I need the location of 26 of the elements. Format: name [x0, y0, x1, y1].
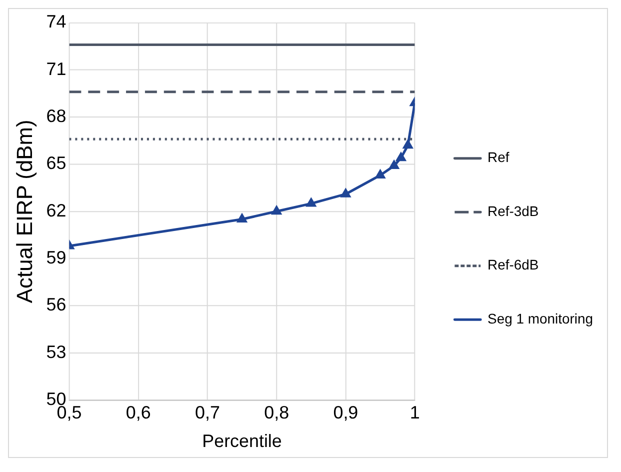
x-axis-title: Percentile [202, 431, 282, 452]
x-tick-label: 0,9 [333, 402, 358, 423]
y-tick-label: 59 [46, 248, 66, 268]
point [237, 214, 247, 222]
point [272, 206, 282, 215]
point [340, 188, 350, 198]
legend-label: Ref-6dB [488, 256, 539, 273]
y-tick-label: 56 [46, 294, 66, 315]
y-tick-label: 74 [46, 12, 66, 32]
x-tick-label: 0,7 [194, 402, 220, 423]
legend-label: Seg 1 monitoring [488, 310, 593, 326]
y-tick-label: 62 [46, 200, 66, 220]
y-tick-label: 65 [46, 153, 66, 174]
x-tick-label: 0,6 [126, 402, 151, 423]
y-tick-label: 68 [46, 106, 66, 126]
x-tick-label: 1 [410, 402, 420, 423]
point [389, 160, 399, 170]
legend-label: Ref-3dB [488, 202, 539, 219]
legend-label: Ref [488, 149, 510, 166]
point [403, 140, 413, 149]
point [306, 198, 316, 207]
y-tick-label: 71 [46, 58, 66, 79]
x-tick-label: 0,8 [264, 402, 290, 423]
point [396, 152, 406, 162]
y-axis-title: Actual EIRP (dBm) [12, 120, 38, 304]
y-tick-label: 53 [46, 342, 66, 362]
